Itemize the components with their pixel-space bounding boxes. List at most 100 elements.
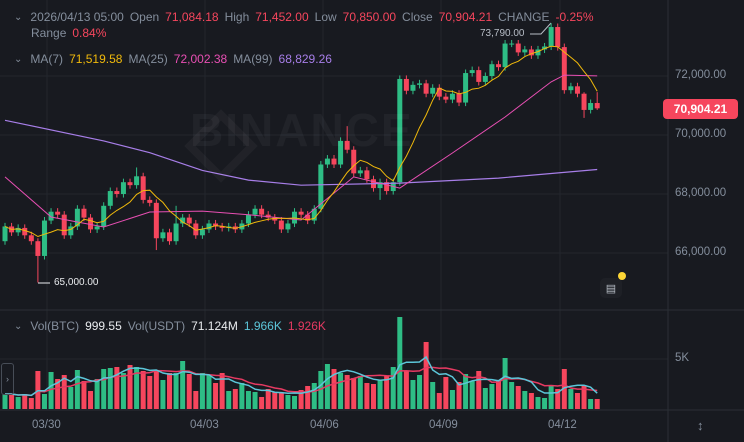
candle-body [588, 103, 594, 110]
range-legend: Range 0.84% [31, 26, 106, 40]
volume-bar [147, 376, 153, 409]
candle-body [173, 223, 179, 242]
candle-body [456, 93, 462, 103]
ma99-value: 68,829.26 [278, 52, 332, 66]
volume-bar [397, 317, 403, 409]
candle-body [542, 46, 548, 50]
chevron-down-icon[interactable]: ⌄ [14, 53, 23, 65]
volume-bar [331, 369, 337, 409]
candle-body [94, 226, 100, 230]
candle-body [555, 27, 561, 48]
volume-ma-short-line [5, 355, 598, 397]
candle-body [272, 217, 278, 221]
expand-panel-button[interactable]: › [1, 363, 14, 395]
candle-body [107, 191, 113, 206]
volume-bar [55, 379, 61, 409]
date-tick: 04/12 [548, 419, 577, 431]
volume-bar [476, 371, 482, 409]
candle-body [81, 208, 87, 218]
close-label: Close [402, 10, 433, 24]
candle-body [324, 158, 330, 165]
date-tick: 04/03 [190, 419, 219, 431]
volume-bar [278, 393, 284, 409]
range-value: 0.84% [72, 26, 107, 40]
volume-bar [305, 386, 311, 409]
chevron-down-icon[interactable]: ⌄ [14, 11, 23, 23]
volume-bar [173, 373, 179, 409]
candle-body [28, 235, 34, 242]
volume-bar [528, 393, 534, 409]
volume-bar [114, 367, 120, 409]
volume-bar [574, 393, 580, 409]
candle-body [331, 158, 337, 165]
candle-body [357, 170, 363, 174]
volume-bar [81, 381, 87, 409]
candle-body [88, 217, 94, 230]
candle-body [285, 223, 291, 230]
volume-bar [48, 372, 54, 409]
candle-body [443, 96, 449, 100]
volume-bar [22, 394, 28, 409]
candle-body [509, 43, 515, 45]
candle-body [74, 208, 80, 227]
volume-bar [153, 371, 159, 409]
vol-usdt-value: 71.124M [191, 319, 238, 333]
volume-bar [436, 393, 442, 409]
candle-body [384, 182, 390, 192]
volume-bar [515, 386, 521, 409]
candle-body [213, 223, 219, 227]
news-icon[interactable]: ▤ [600, 278, 622, 298]
volume-bar [88, 391, 94, 409]
candle-body [561, 47, 567, 91]
vol-usdt-label: Vol(USDT) [127, 319, 186, 333]
candle-body [160, 232, 166, 239]
ma7-label: MA(7) [30, 52, 64, 66]
candle-body [140, 176, 146, 200]
candle-body [318, 164, 324, 209]
volume-legend: ⌄ Vol(BTC) 999.55 Vol(USDT) 71.124M 1.966K… [14, 319, 326, 333]
volume-bar [298, 390, 304, 409]
chevron-down-icon[interactable]: ⌄ [14, 320, 23, 332]
volume-bar [548, 386, 554, 409]
candle-body [305, 214, 311, 221]
vol-btc-value: 999.55 [85, 319, 122, 333]
volume-bar [588, 399, 594, 409]
candle-body [186, 217, 192, 224]
candle-body [403, 78, 409, 91]
volume-ma-long-line [5, 366, 598, 397]
volume-bar [140, 371, 146, 409]
auto-scale-icon[interactable]: ↕ [697, 418, 704, 433]
volume-bar [28, 398, 34, 409]
candle-body [48, 211, 54, 221]
candle-body [528, 49, 534, 56]
high-label: High [224, 10, 250, 24]
candle-body [193, 223, 199, 236]
ma7-line [4, 45, 598, 238]
candle-body [68, 226, 74, 236]
candle-body [515, 43, 521, 53]
candle-body [344, 140, 350, 150]
volume-bar [449, 390, 455, 409]
candles [2, 23, 600, 283]
volume-bar [568, 389, 574, 409]
volume-bars [2, 317, 600, 409]
candle-body [2, 226, 8, 242]
volume-bar [259, 397, 265, 409]
volume-bar [370, 384, 376, 409]
candle-body [219, 226, 225, 228]
ma99-line [4, 119, 598, 186]
volume-bar [390, 367, 396, 409]
change-value: -0.25% [555, 10, 594, 24]
volume-bar [338, 373, 344, 409]
volume-bar [180, 361, 186, 409]
volume-bar [41, 394, 47, 409]
candle-body [127, 182, 133, 186]
volume-bar [101, 369, 107, 409]
volume-bar [285, 395, 291, 409]
change-label: CHANGE [498, 10, 550, 24]
watermark: BINANCE [190, 103, 414, 157]
candle-body [430, 87, 436, 94]
candle-body [364, 170, 370, 180]
ma25-line [4, 74, 598, 228]
